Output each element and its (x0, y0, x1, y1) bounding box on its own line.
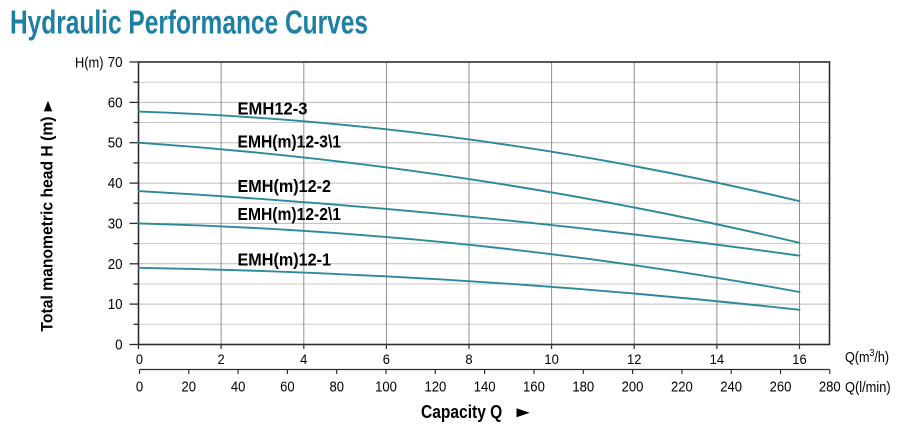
svg-text:10: 10 (108, 297, 123, 313)
svg-text:60: 60 (108, 95, 123, 111)
svg-text:140: 140 (474, 380, 496, 396)
svg-text:EMH(m)12-2: EMH(m)12-2 (238, 176, 332, 196)
svg-text:160: 160 (523, 380, 545, 396)
svg-text:180: 180 (572, 380, 594, 396)
svg-text:20: 20 (182, 380, 197, 396)
svg-text:30: 30 (108, 216, 123, 232)
svg-text:EMH(m)12-2\1: EMH(m)12-2\1 (238, 204, 342, 224)
svg-text:EMH(m)12-3\1: EMH(m)12-3\1 (238, 131, 342, 151)
svg-text:50: 50 (108, 136, 123, 152)
svg-text:2: 2 (218, 351, 225, 367)
svg-text:0: 0 (115, 338, 122, 354)
svg-text:4: 4 (300, 351, 307, 367)
svg-text:240: 240 (720, 380, 742, 396)
svg-text:220: 220 (671, 380, 693, 396)
svg-text:70: 70 (108, 55, 123, 71)
svg-text:16: 16 (792, 351, 807, 367)
svg-text:260: 260 (770, 380, 792, 396)
svg-text:Hydraulic Performance Curves: Hydraulic Performance Curves (10, 4, 368, 41)
svg-text:H(m): H(m) (75, 55, 104, 72)
svg-text:14: 14 (710, 351, 725, 367)
svg-text:0: 0 (136, 351, 143, 367)
svg-text:80: 80 (329, 380, 344, 396)
svg-text:20: 20 (108, 257, 123, 273)
svg-text:EMH12-3: EMH12-3 (238, 99, 308, 119)
svg-text:Total manometric head H (m): Total manometric head H (m) (38, 117, 57, 332)
svg-text:280: 280 (819, 380, 841, 396)
svg-text:EMH(m)12-1: EMH(m)12-1 (238, 249, 332, 269)
svg-text:200: 200 (622, 380, 644, 396)
svg-text:Q(l/min): Q(l/min) (845, 379, 891, 396)
svg-text:40: 40 (108, 176, 123, 192)
svg-text:8: 8 (465, 351, 472, 367)
svg-text:40: 40 (231, 380, 246, 396)
svg-text:12: 12 (627, 351, 642, 367)
svg-text:0: 0 (136, 380, 143, 396)
svg-text:60: 60 (280, 380, 295, 396)
svg-text:Capacity Q: Capacity Q (421, 402, 502, 422)
svg-text:120: 120 (424, 380, 446, 396)
svg-text:10: 10 (544, 351, 559, 367)
svg-text:100: 100 (375, 380, 397, 396)
svg-text:Q(m3/h): Q(m3/h) (845, 347, 889, 365)
svg-text:6: 6 (383, 351, 390, 367)
